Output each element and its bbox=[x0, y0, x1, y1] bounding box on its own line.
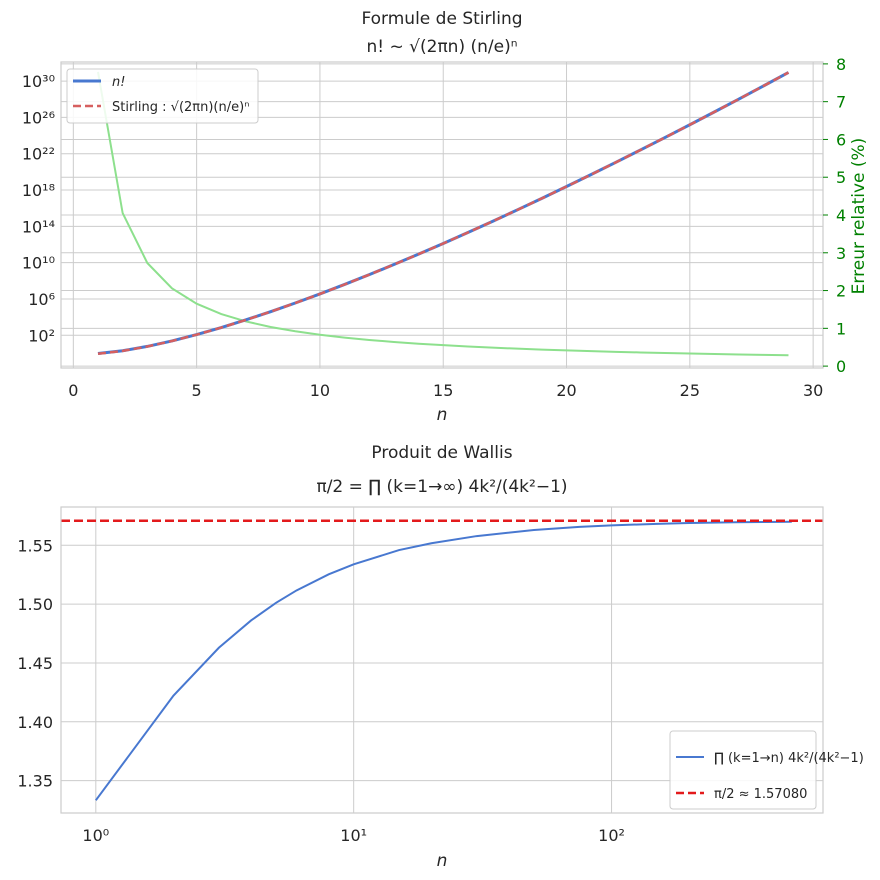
x-tick-label: 30 bbox=[803, 381, 823, 400]
x-tick-label: 20 bbox=[556, 381, 576, 400]
wallis-legend-box bbox=[669, 730, 817, 810]
wallis-series-product bbox=[95, 520, 792, 801]
y2-tick-label: 3 bbox=[836, 244, 846, 263]
x-tick-label: 10² bbox=[598, 826, 625, 845]
stirling-series-relative-error bbox=[97, 71, 789, 357]
x-tick-label: 0 bbox=[68, 381, 78, 400]
stirling-series-approximation bbox=[97, 71, 790, 356]
stirling-legend-box bbox=[66, 68, 259, 124]
x-tick-label: 10¹ bbox=[340, 826, 367, 845]
y-tick-label: 1.35 bbox=[17, 772, 53, 791]
x-tick-label: 5 bbox=[192, 381, 202, 400]
y2-tick-label: 6 bbox=[836, 130, 846, 149]
x-tick-label: 15 bbox=[433, 381, 453, 400]
legend-reference-label: π/2 ≈ 1.57080 bbox=[714, 787, 807, 802]
stirling-y-tick-labels: 10² 10⁶ 10¹⁰ 10¹⁴ 10¹⁸ 10²² 10²⁶ 10³⁰ bbox=[22, 72, 55, 345]
y-tick-label: 10¹⁴ bbox=[22, 217, 55, 236]
stirling-right-y-tick-labels: 0 1 2 3 4 5 6 7 8 bbox=[823, 55, 846, 376]
stirling-legend: n! Stirling : √(2πn)(n/e)ⁿ bbox=[66, 68, 259, 124]
x-tick-label: 10 bbox=[310, 381, 330, 400]
wallis-product-line bbox=[95, 520, 792, 801]
wallis-subtitle: π/2 = ∏ (k=1→∞) 4k²/(4k²−1) bbox=[316, 477, 567, 497]
wallis-x-axis-label: n bbox=[437, 851, 448, 871]
stirling-right-axis-label: Erreur relative (%) bbox=[849, 138, 869, 295]
y2-tick-label: 2 bbox=[836, 282, 846, 301]
y2-tick-label: 5 bbox=[836, 168, 846, 187]
legend-factorial-label: n! bbox=[112, 75, 125, 90]
relative-error-line bbox=[97, 71, 789, 357]
y2-tick-label: 0 bbox=[836, 357, 846, 376]
y-tick-label: 10³⁰ bbox=[22, 72, 55, 91]
wallis-title: Produit de Wallis bbox=[371, 443, 512, 463]
legend-stirling-label: Stirling : √(2πn)(n/e)ⁿ bbox=[112, 100, 249, 115]
y-tick-label: 1.50 bbox=[17, 595, 53, 614]
stirling-x-axis-label: n bbox=[437, 405, 448, 425]
wallis-grid bbox=[61, 507, 823, 813]
y-tick-label: 10⁶ bbox=[28, 290, 55, 309]
stirling-approximation-line bbox=[97, 71, 790, 356]
wallis-plot-frame bbox=[60, 506, 824, 814]
y-tick-label: 10¹⁸ bbox=[22, 181, 55, 200]
x-tick-label: 25 bbox=[680, 381, 700, 400]
stirling-subtitle: n! ~ √(2πn) (n/e)ⁿ bbox=[367, 37, 518, 57]
x-tick-label: 10⁰ bbox=[82, 826, 109, 845]
y-tick-label: 10¹⁰ bbox=[22, 254, 55, 273]
wallis-y-tick-labels: 1.35 1.40 1.45 1.50 1.55 bbox=[17, 536, 53, 790]
y2-tick-label: 8 bbox=[836, 55, 846, 74]
y-tick-label: 10² bbox=[28, 326, 55, 345]
stirling-x-tick-labels: 0 5 10 15 20 25 30 bbox=[68, 381, 823, 400]
y2-tick-label: 1 bbox=[836, 319, 846, 338]
y-tick-label: 10²² bbox=[22, 145, 55, 164]
wallis-legend: ∏ (k=1→n) 4k²/(4k²−1) π/2 ≈ 1.57080 bbox=[669, 730, 864, 810]
wallis-x-tick-labels: 10⁰ 10¹ 10² bbox=[82, 826, 625, 845]
y2-tick-label: 4 bbox=[836, 206, 846, 225]
y-tick-label: 1.40 bbox=[17, 713, 53, 732]
y-tick-label: 10²⁶ bbox=[22, 108, 55, 127]
stirling-chart: Formule de Stirling n! ~ √(2πn) (n/e)ⁿ 0… bbox=[22, 9, 869, 425]
stirling-grid bbox=[61, 62, 823, 368]
y2-tick-label: 7 bbox=[836, 93, 846, 112]
y-tick-label: 1.55 bbox=[17, 536, 53, 555]
stirling-title: Formule de Stirling bbox=[361, 9, 522, 29]
wallis-chart: Produit de Wallis π/2 = ∏ (k=1→∞) 4k²/(4… bbox=[17, 443, 863, 871]
y-tick-label: 1.45 bbox=[17, 654, 53, 673]
legend-product-label: ∏ (k=1→n) 4k²/(4k²−1) bbox=[714, 751, 864, 766]
